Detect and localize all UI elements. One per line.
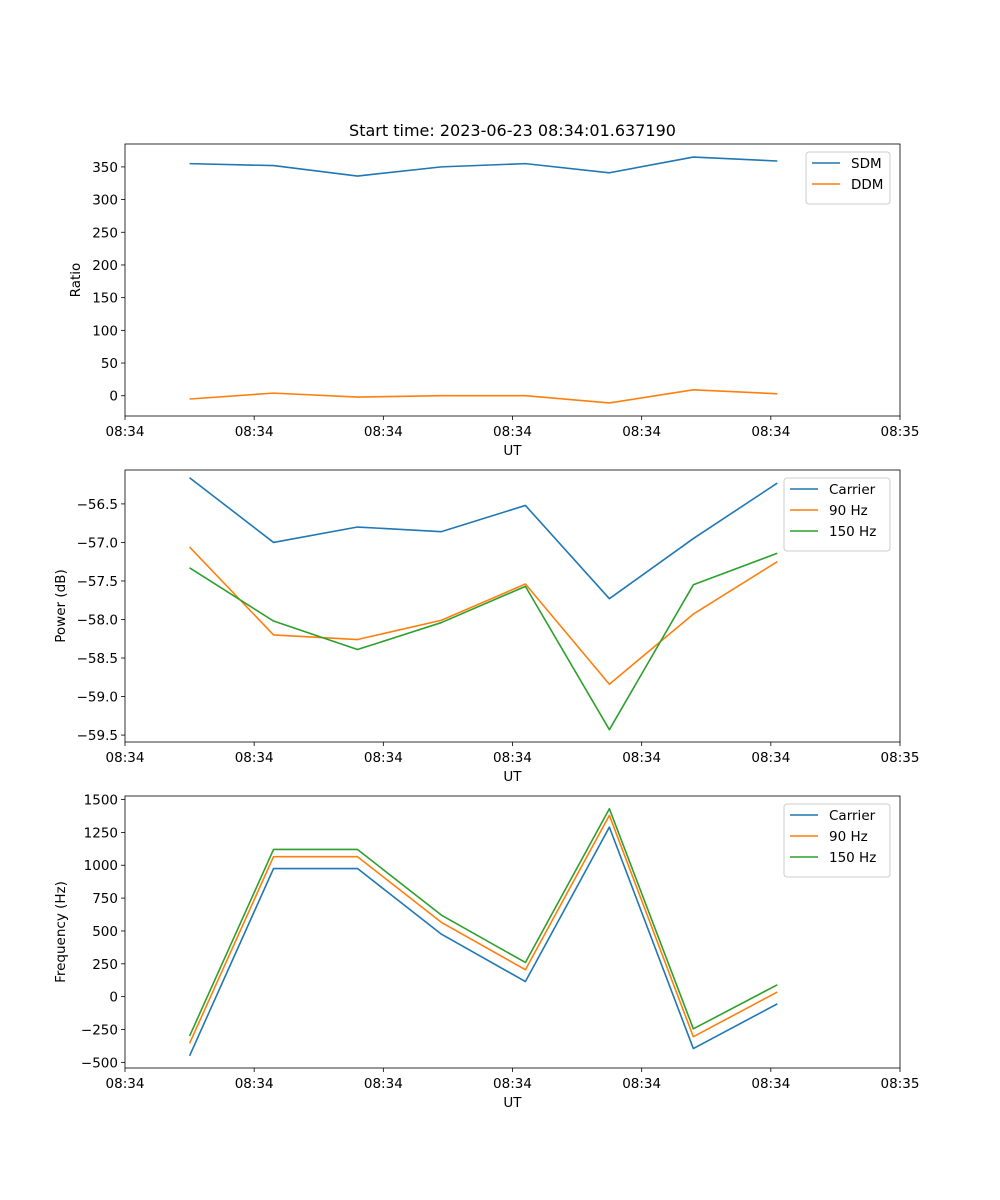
x-tick-label: 08:34: [235, 750, 274, 766]
legend-label: Carrier: [829, 482, 876, 498]
legend: Carrier 90 Hz 150 Hz: [783, 803, 891, 878]
series-line-90-hz: [188, 814, 778, 1044]
y-tick-label: −500: [81, 1055, 118, 1071]
x-tick-label: 08:34: [235, 1076, 274, 1092]
series-line-ddm: [189, 389, 778, 404]
x-tick-label: 08:34: [751, 750, 790, 766]
y-tick-label: 50: [101, 356, 118, 372]
y-tick-label: 300: [92, 193, 118, 209]
x-tick-label: 08:34: [493, 424, 532, 440]
y-tick-label: −58.0: [77, 612, 118, 628]
legend: Carrier 90 Hz 150 Hz: [783, 477, 891, 552]
x-axis-label: UT: [503, 1095, 522, 1111]
y-tick-label: 250: [92, 957, 118, 973]
y-tick-label: 200: [92, 258, 118, 274]
chart-panel-1: 08:34 08:34 08:34 08:34 08:34 08:34 08:35 0 50 10…: [68, 143, 920, 459]
x-tick-label: 08:34: [751, 424, 790, 440]
legend-label: SDM: [851, 156, 882, 172]
x-tick-label: 08:34: [364, 1076, 403, 1092]
y-tick-label: 350: [92, 160, 118, 176]
chart-panel-3: 08:34 08:34 08:34 08:34 08:34 08:34 08:35 −500 −…: [53, 793, 919, 1111]
legend-label: 90 Hz: [829, 829, 868, 845]
x-axis-label: UT: [503, 769, 522, 785]
x-tick-label: 08:35: [881, 1076, 920, 1092]
x-axis-label: UT: [503, 443, 522, 459]
series-line-90-hz: [189, 546, 778, 686]
y-tick-label: −56.5: [77, 497, 118, 513]
y-tick-label: 1250: [84, 825, 118, 841]
legend-label: 90 Hz: [829, 503, 868, 519]
legend-box: [783, 803, 891, 878]
legend-label: 150 Hz: [829, 850, 876, 866]
y-tick-label: −57.5: [77, 574, 118, 590]
series-line-150-hz: [188, 807, 778, 1037]
x-tick-label: 08:34: [751, 1076, 790, 1092]
y-tick-label: −57.0: [77, 535, 118, 551]
legend-box: [805, 151, 891, 205]
y-tick-label: 1000: [84, 858, 118, 874]
legend-label: 150 Hz: [829, 524, 876, 540]
x-tick-label: 08:34: [622, 1076, 661, 1092]
series-line-150-hz: [189, 552, 778, 731]
chart-title: Start time: 2023-06-23 08:34:01.637190: [349, 121, 676, 140]
x-tick-label: 08:34: [493, 750, 532, 766]
series-line-carrier: [189, 477, 778, 600]
series-line-sdm: [189, 156, 778, 177]
x-tick-label: 08:34: [106, 424, 145, 440]
x-tick-label: 08:34: [493, 1076, 532, 1092]
x-tick-label: 08:34: [106, 1076, 145, 1092]
x-tick-label: 08:34: [364, 750, 403, 766]
y-tick-label: 0: [109, 389, 118, 405]
x-tick-label: 08:35: [881, 424, 920, 440]
y-tick-label: 250: [92, 225, 118, 241]
legend: SDM DDM: [805, 151, 891, 205]
y-tick-label: 150: [92, 291, 118, 307]
y-tick-label: 750: [92, 891, 118, 907]
series-line-carrier: [188, 826, 778, 1057]
x-tick-label: 08:34: [235, 424, 274, 440]
x-tick-label: 08:35: [881, 750, 920, 766]
y-tick-label: 1500: [84, 793, 118, 809]
plot-frame: [124, 143, 901, 417]
x-tick-label: 08:34: [364, 424, 403, 440]
y-axis-label: Frequency (Hz): [53, 881, 69, 983]
legend-box: [783, 477, 891, 552]
y-tick-label: 0: [109, 990, 118, 1006]
y-tick-label: 500: [92, 924, 118, 940]
chart-panel-2: 08:34 08:34 08:34 08:34 08:34 08:34 08:35 −59.5…: [53, 469, 920, 785]
y-tick-label: 100: [92, 323, 118, 339]
y-axis-label: Ratio: [68, 263, 84, 298]
x-tick-label: 08:34: [622, 750, 661, 766]
x-tick-label: 08:34: [106, 750, 145, 766]
y-tick-label: −58.5: [77, 651, 118, 667]
legend-label: DDM: [851, 177, 883, 193]
y-axis-label: Power (dB): [53, 569, 69, 642]
y-tick-label: −59.0: [77, 690, 118, 706]
y-tick-label: −59.5: [77, 728, 118, 744]
legend-label: Carrier: [829, 808, 876, 824]
y-tick-label: −250: [81, 1022, 118, 1038]
x-tick-label: 08:34: [622, 424, 661, 440]
